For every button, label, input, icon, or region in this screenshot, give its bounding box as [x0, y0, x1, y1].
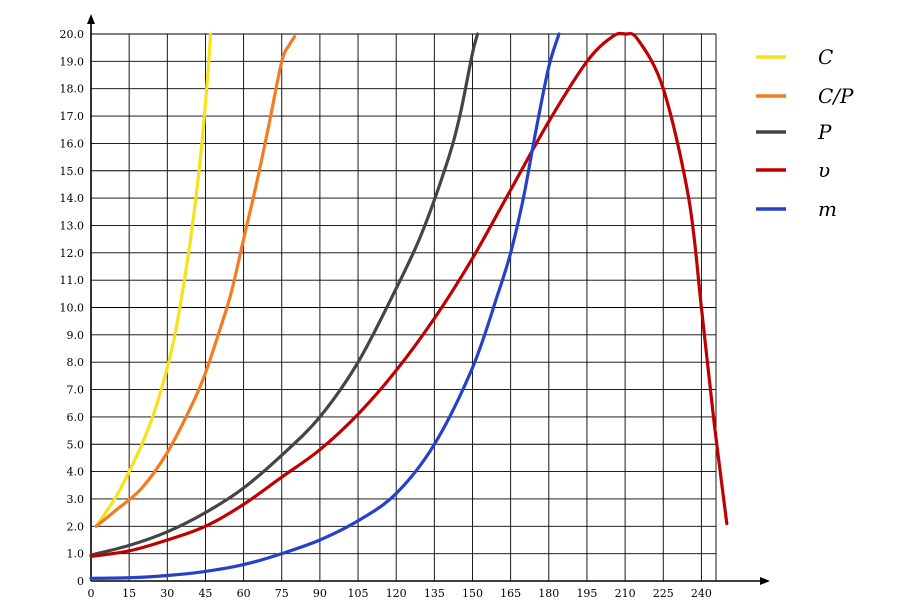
legend-label-c-over-p: C/P: [818, 84, 854, 108]
y-tick-label: 15.0: [60, 165, 85, 178]
y-tick-label: 6.0: [67, 411, 85, 424]
legend-label-c: C: [818, 45, 833, 69]
y-tick-label: 20.0: [60, 28, 85, 41]
legend-label-v: υ: [818, 158, 830, 182]
series-line-v: [89, 31, 729, 558]
x-tick-label: 120: [386, 587, 407, 600]
x-tick-label: 105: [348, 587, 369, 600]
y-tick-label: 8.0: [67, 356, 85, 369]
x-axis-arrow: [760, 577, 770, 585]
x-tick-label: 195: [576, 587, 597, 600]
x-tick-label: 15: [122, 587, 136, 600]
y-tick-label: 14.0: [60, 192, 85, 205]
series-line-p: [89, 32, 480, 557]
x-tick-label: 210: [615, 587, 636, 600]
y-tick-label: 7.0: [67, 384, 85, 397]
y-tick-label: 9.0: [67, 329, 85, 342]
x-tick-label: 0: [88, 587, 95, 600]
tick-labels: 0 15 30 45 60 75 90 105 120 135 150 165 180 195 210 225…: [60, 28, 712, 600]
x-tick-label: 165: [500, 587, 521, 600]
x-tick-label: 60: [237, 587, 251, 600]
y-tick-label: 18.0: [60, 83, 85, 96]
y-tick-label: 13.0: [60, 219, 85, 232]
x-tick-label: 30: [160, 587, 174, 600]
legend-label-p: P: [817, 120, 832, 144]
y-tick-label: 4.0: [67, 466, 85, 479]
axes: [87, 14, 770, 585]
legend: C C/P Pυm: [756, 45, 854, 221]
x-tick-label: 90: [313, 587, 327, 600]
x-tick-label: 150: [462, 587, 483, 600]
y-tick-label: 16.0: [60, 137, 85, 150]
x-tick-label: 135: [424, 587, 445, 600]
series-line-m: [89, 32, 561, 580]
y-tick-label: 2.0: [67, 520, 85, 533]
x-tick-label: 240: [691, 587, 712, 600]
series-lines: [89, 31, 729, 580]
y-axis-arrow: [87, 14, 95, 24]
y-tick-label: 1.0: [67, 548, 85, 561]
y-tick-label: 19.0: [60, 55, 85, 68]
x-tick-label: 75: [275, 587, 289, 600]
series-line-c-over-p: [94, 35, 297, 528]
x-tick-label: 45: [198, 587, 212, 600]
y-tick-label: 0: [77, 575, 84, 588]
y-tick-label: 12.0: [60, 247, 85, 260]
series-line-c: [94, 32, 213, 528]
legend-label-m: m: [818, 197, 837, 221]
y-tick-label: 3.0: [67, 493, 85, 506]
x-tick-label: 180: [538, 587, 559, 600]
y-tick-label: 10.0: [60, 302, 85, 315]
x-tick-label: 225: [653, 587, 674, 600]
y-tick-label: 11.0: [60, 274, 85, 287]
grid: [91, 33, 717, 581]
y-tick-label: 5.0: [67, 438, 85, 451]
y-tick-label: 17.0: [60, 110, 85, 123]
